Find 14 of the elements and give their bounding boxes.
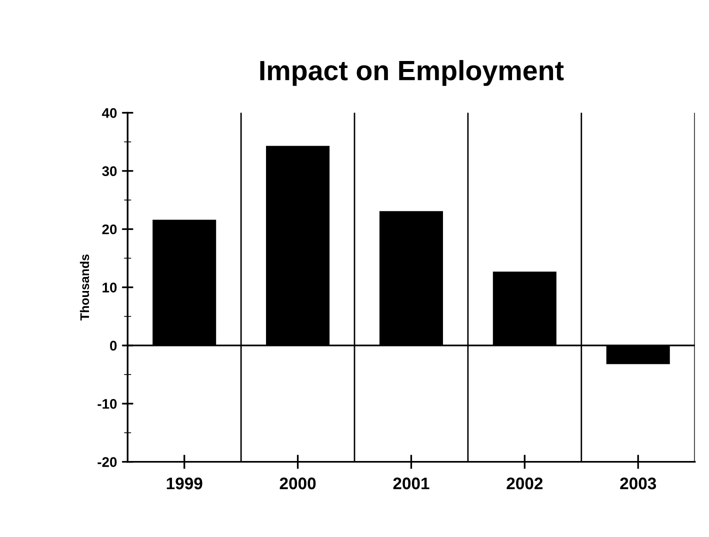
y-axis-title: Thousands	[80, 254, 90, 320]
y-tick-label: 0	[110, 340, 117, 351]
y-tick-label: 10	[102, 282, 117, 292]
y-tick-label: 20	[102, 224, 117, 234]
y-tick-label: 30	[102, 166, 117, 176]
x-tick-label: 2003	[620, 478, 656, 490]
x-tick-label: 2002	[506, 478, 543, 490]
y-tick-label: 40	[102, 108, 117, 118]
x-tick-label: 2001	[393, 478, 430, 490]
x-tick-label: 1999	[166, 478, 202, 490]
y-tick-label: -20	[98, 457, 117, 467]
x-tick-label: 2000	[280, 478, 316, 490]
y-tick-label: -10	[98, 398, 117, 409]
chart-title: Impact on Employment	[260, 60, 564, 86]
